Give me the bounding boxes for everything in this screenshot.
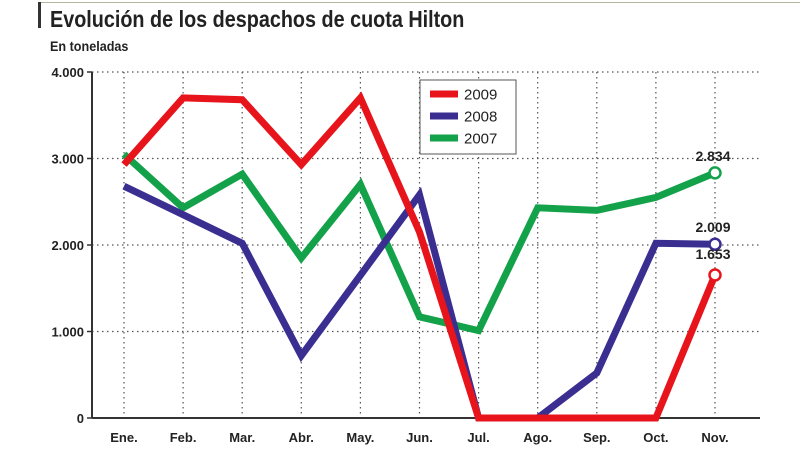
- y-tick-label: 0: [77, 411, 84, 426]
- legend-label-2007: 2007: [464, 131, 497, 148]
- series-layer: [121, 91, 722, 422]
- legend-label-2008: 2008: [464, 109, 497, 126]
- chart-title: Evolución de los despachos de cuota Hilt…: [50, 6, 465, 32]
- y-tick-label: 4.000: [51, 65, 84, 80]
- x-tick-label: Abr.: [289, 430, 314, 445]
- x-tick-label: Jul.: [467, 430, 489, 445]
- end-marker-2007: [708, 166, 722, 180]
- frame-top-rule: [38, 2, 800, 3]
- x-tick-label: Feb.: [170, 430, 197, 445]
- x-tick-label: Nov.: [701, 430, 728, 445]
- x-tick-label: Jun.: [406, 430, 433, 445]
- series-line-2007: [121, 151, 717, 335]
- series-line-2009: [121, 91, 719, 422]
- data-label-2008: 2.009: [695, 219, 730, 235]
- x-tick-label: Ene.: [110, 430, 137, 445]
- series-line-2008: [122, 183, 716, 422]
- grid-layer: [92, 71, 760, 418]
- data-label-2007: 2.834: [695, 148, 730, 164]
- legend-label-2009: 2009: [464, 87, 497, 104]
- y-tick-label: 3.000: [51, 152, 84, 167]
- y-tick-label: 1.000: [51, 325, 84, 340]
- chart-subtitle: En toneladas: [50, 38, 129, 54]
- y-tick-label: 2.000: [51, 238, 84, 253]
- end-marker-2009: [708, 268, 722, 282]
- data-label-2009: 1.653: [695, 246, 730, 262]
- x-tick-label: Ago.: [523, 430, 552, 445]
- end-marker-2008: [708, 237, 722, 251]
- x-tick-label: Mar.: [229, 430, 255, 445]
- x-tick-label: May.: [346, 430, 374, 445]
- x-tick-label: Sep.: [583, 430, 610, 445]
- frame-left-rule: [38, 2, 41, 28]
- data-label-layer: 2.834 2.009 1.653: [695, 148, 730, 262]
- x-tick-label: Oct.: [643, 430, 668, 445]
- legend: 2009 2008 2007: [419, 79, 517, 155]
